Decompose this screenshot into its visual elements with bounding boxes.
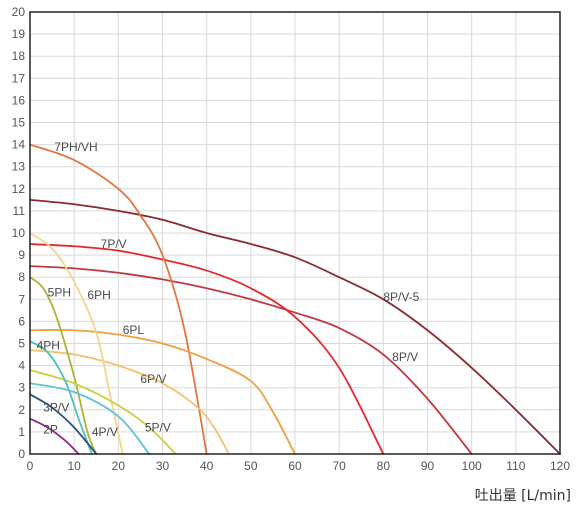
- series-label: 6P/V: [140, 372, 166, 386]
- y-tick-label: 16: [12, 93, 26, 107]
- y-tick-label: 4: [18, 359, 25, 373]
- series-label: 7PH/VH: [54, 140, 97, 154]
- series-label: 6PL: [123, 323, 145, 337]
- series-label: 6PH: [87, 288, 110, 302]
- series-label: 5P/V: [145, 420, 171, 434]
- x-tick-label: 0: [27, 459, 34, 473]
- series-line-7p-v: [29, 243, 385, 455]
- x-tick-label: 70: [332, 459, 346, 473]
- tick-labels: 0 10 20 30 40 50 60 70 80 90 100 110 120012345678910…: [12, 5, 571, 473]
- y-tick-label: 15: [12, 116, 26, 130]
- x-tick-label: 20: [112, 459, 126, 473]
- y-tick-label: 14: [12, 138, 26, 152]
- series-line-6p-v: [29, 349, 230, 455]
- series-line-5p-v: [29, 369, 177, 455]
- y-tick-label: 5: [18, 337, 25, 351]
- y-tick-label: 8: [18, 270, 25, 284]
- y-tick-label: 2: [18, 403, 25, 417]
- series-line-3p-v: [29, 393, 98, 455]
- y-tick-label: 0: [18, 447, 25, 461]
- x-axis-label: 吐出量 [L/min]: [475, 488, 571, 504]
- x-tick-label: 60: [288, 459, 302, 473]
- x-tick-label: 110: [506, 459, 525, 473]
- series-line-4p-v: [29, 382, 151, 455]
- series-label: 4P/V: [92, 425, 118, 439]
- x-tick-label: 30: [156, 459, 170, 473]
- series-line-5ph: [29, 276, 98, 455]
- y-tick-label: 10: [12, 226, 26, 240]
- series-line-2p: [29, 417, 80, 455]
- x-tick-label: 80: [377, 459, 391, 473]
- x-tick-label: 90: [421, 459, 435, 473]
- x-tick-label: 10: [67, 459, 81, 473]
- y-tick-label: 19: [12, 27, 26, 41]
- series-label: 7P/V: [101, 237, 127, 251]
- series-line-6ph: [29, 232, 124, 455]
- series-label: 8P/V-5: [383, 290, 419, 304]
- y-tick-label: 18: [12, 49, 26, 63]
- grid: [29, 11, 561, 455]
- series-label: 3P/V: [43, 401, 69, 415]
- series-line-6pl: [29, 329, 296, 455]
- x-tick-label: 100: [462, 459, 482, 473]
- series-line-8p-v-5: [29, 198, 561, 455]
- y-tick-label: 6: [18, 314, 25, 328]
- series-line-8p-v: [29, 265, 473, 455]
- series-label: 2P: [43, 423, 58, 437]
- y-tick-label: 17: [12, 71, 26, 85]
- y-tick-label: 13: [12, 160, 26, 174]
- y-tick-label: 20: [12, 5, 26, 19]
- y-tick-label: 9: [18, 248, 25, 262]
- series-label: 8P/V: [392, 350, 418, 364]
- y-tick-label: 1: [18, 425, 25, 439]
- x-tick-label: 120: [550, 459, 570, 473]
- series-line-4ph: [29, 340, 93, 455]
- x-tick-label: 40: [200, 459, 214, 473]
- curves: [29, 143, 561, 455]
- series-label: 5PH: [48, 286, 71, 300]
- y-tick-label: 11: [13, 204, 26, 218]
- curve-labels: 7PH/VH 7P/V 8P/V-5 8P/V 5PH 6PH 6PL 4PH 6P/V 3P/V…: [37, 140, 420, 439]
- y-tick-label: 12: [12, 182, 26, 196]
- plot-frame: [29, 11, 561, 455]
- x-tick-label: 50: [244, 459, 258, 473]
- y-tick-label: 3: [18, 381, 25, 395]
- series-label: 4PH: [37, 339, 60, 353]
- y-tick-label: 7: [18, 292, 25, 306]
